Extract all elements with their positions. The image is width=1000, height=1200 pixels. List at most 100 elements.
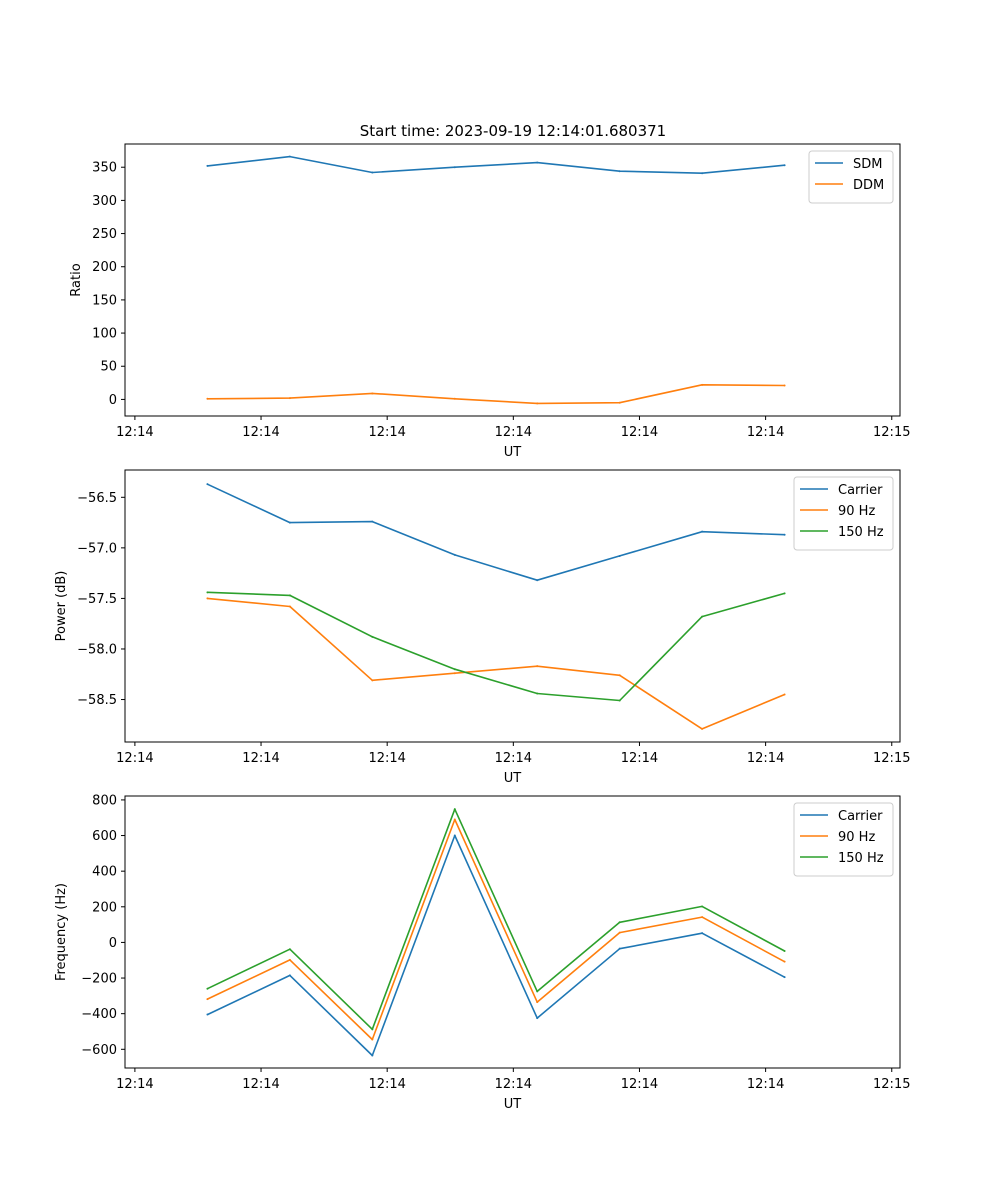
data-point	[783, 164, 786, 167]
legend-label: Carrier	[838, 483, 883, 498]
legend: Carrier 90 Hz 150 Hz	[793, 476, 894, 551]
data-point	[371, 392, 374, 395]
legend-box	[808, 150, 894, 204]
data-point	[288, 974, 291, 977]
data-point	[288, 948, 291, 951]
legend-label: 90 Hz	[838, 830, 875, 845]
x-tick-label: 12:15	[873, 751, 910, 766]
subplot-1: 12:14 12:14 12:14 12:14 12:14 12:14 12:15 UT 0 50…	[69, 143, 910, 460]
x-tick-label: 12:14	[495, 751, 532, 766]
data-point	[288, 605, 291, 608]
data-point	[206, 597, 209, 600]
data-point	[701, 615, 704, 618]
data-point	[783, 533, 786, 536]
data-point	[453, 672, 456, 675]
axes-frame	[124, 469, 901, 743]
axes-frame	[124, 143, 901, 417]
x-tick-label: 12:14	[368, 1077, 405, 1092]
data-point	[371, 520, 374, 523]
data-point	[206, 591, 209, 594]
x-tick-label: 12:14	[747, 1077, 784, 1092]
data-point	[701, 172, 704, 175]
x-tick-label: 12:14	[242, 751, 279, 766]
data-point	[618, 947, 621, 950]
data-point	[371, 171, 374, 174]
data-point	[618, 401, 621, 404]
subplot-2: 12:14 12:14 12:14 12:14 12:14 12:14 12:15 UT −58…	[54, 469, 910, 786]
series-line-150-hz	[207, 808, 785, 1031]
x-tick-label: 12:15	[873, 1077, 910, 1092]
data-point	[371, 679, 374, 682]
data-point	[536, 1017, 539, 1020]
data-point	[536, 1001, 539, 1004]
data-point	[783, 592, 786, 595]
data-point	[618, 170, 621, 173]
data-point	[371, 1054, 374, 1057]
y-tick-label: 600	[92, 829, 117, 844]
y-tick-label: −58.0	[77, 642, 117, 657]
x-axis-label: UT	[504, 1097, 522, 1112]
x-tick-label: 12:14	[747, 751, 784, 766]
legend-label: 150 Hz	[838, 851, 884, 866]
data-point	[618, 674, 621, 677]
data-point	[453, 818, 456, 821]
x-tick-label: 12:14	[242, 425, 279, 440]
legend-label: 150 Hz	[838, 525, 884, 540]
y-tick-label: 250	[92, 227, 117, 242]
data-point	[783, 960, 786, 963]
y-axis-label: Frequency (Hz)	[54, 883, 69, 981]
y-tick-label: −400	[81, 1007, 117, 1022]
x-tick-label: 12:14	[621, 425, 658, 440]
y-axis-label: Ratio	[69, 263, 84, 296]
data-point	[453, 397, 456, 400]
data-point	[701, 932, 704, 935]
data-point	[453, 166, 456, 169]
data-point	[618, 921, 621, 924]
y-tick-label: −57.0	[77, 541, 117, 556]
legend: SDM DDM	[808, 150, 894, 204]
x-tick-label: 12:14	[116, 1077, 153, 1092]
y-tick-label: 100	[92, 327, 117, 342]
y-tick-label: 350	[92, 161, 117, 176]
data-point	[453, 808, 456, 811]
data-point	[701, 530, 704, 533]
data-point	[536, 990, 539, 993]
legend-label: 90 Hz	[838, 504, 875, 519]
data-point	[536, 579, 539, 582]
data-point	[783, 949, 786, 952]
data-point	[701, 383, 704, 386]
subplot-3: 12:14 12:14 12:14 12:14 12:14 12:14 12:15 UT −60…	[54, 793, 910, 1112]
x-tick-label: 12:14	[242, 1077, 279, 1092]
data-point	[206, 998, 209, 1001]
y-tick-label: −200	[81, 972, 117, 987]
data-point	[206, 1013, 209, 1016]
y-tick-label: 800	[92, 793, 117, 808]
data-point	[206, 483, 209, 486]
data-point	[453, 668, 456, 671]
data-point	[783, 384, 786, 387]
x-tick-label: 12:14	[621, 1077, 658, 1092]
y-tick-label: −57.5	[77, 592, 117, 607]
data-point	[453, 553, 456, 556]
x-axis-label: UT	[504, 771, 522, 786]
series-line-carrier	[207, 483, 785, 582]
y-tick-label: 200	[92, 260, 117, 275]
figure-title: Start time: 2023-09-19 12:14:01.680371	[360, 122, 666, 140]
legend-label: Carrier	[838, 809, 883, 824]
x-tick-label: 12:14	[116, 751, 153, 766]
data-point	[701, 727, 704, 730]
series-line-sdm	[207, 155, 785, 174]
x-tick-label: 12:15	[873, 425, 910, 440]
y-tick-label: 0	[109, 393, 117, 408]
y-tick-label: 300	[92, 194, 117, 209]
y-tick-label: −56.5	[77, 491, 117, 506]
legend-label: DDM	[853, 178, 884, 193]
x-axis-label: UT	[504, 445, 522, 460]
series-line-carrier	[207, 834, 785, 1057]
x-tick-label: 12:14	[116, 425, 153, 440]
y-tick-label: 50	[100, 360, 117, 375]
data-point	[371, 635, 374, 638]
data-point	[288, 958, 291, 961]
data-point	[536, 402, 539, 405]
